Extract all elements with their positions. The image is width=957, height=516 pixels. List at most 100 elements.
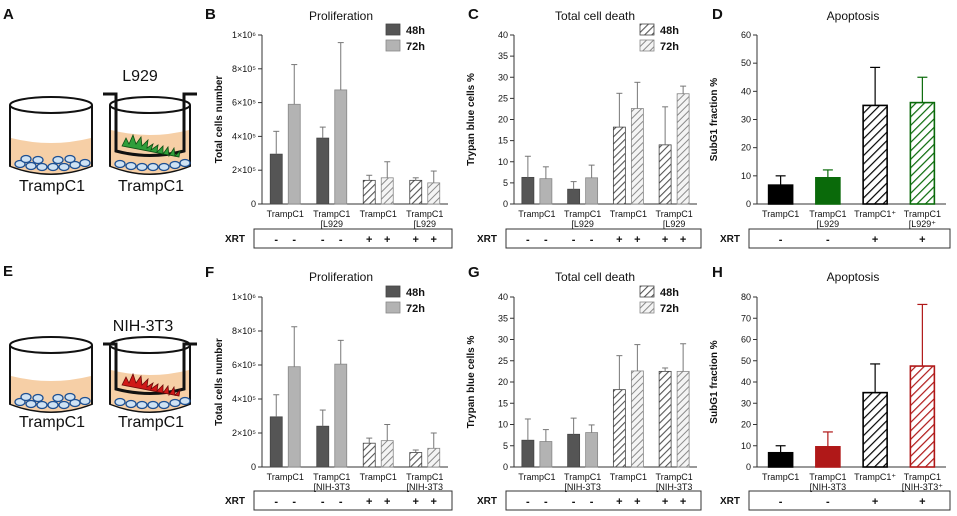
xrt-sign: + xyxy=(662,234,668,246)
y-tick-label: 4×10⁵ xyxy=(232,394,256,404)
legend-label-72h: 72h xyxy=(406,41,425,53)
y-tick-label: 1×10⁶ xyxy=(232,30,256,40)
bar-72h-1 xyxy=(539,178,553,205)
xrt-sign: - xyxy=(826,496,830,508)
xrt-label: XRT xyxy=(225,234,245,245)
transwell-insert-e xyxy=(103,342,197,395)
bar-48h-1 xyxy=(269,153,283,205)
category-label: TrampC1 xyxy=(762,472,799,482)
well-label-a-right: TrampC1 xyxy=(118,178,184,195)
xrt-sign: - xyxy=(544,496,548,508)
y-tick-label: 20 xyxy=(498,377,508,387)
category-label: TrampC1 xyxy=(564,472,601,482)
bar-48h-1 xyxy=(269,416,283,468)
y-tick-label: 40 xyxy=(498,30,508,40)
legend-swatch-48h xyxy=(385,23,401,36)
category-label-line2: [L929 xyxy=(320,219,343,229)
y-tick-label: 0 xyxy=(251,462,256,472)
xrt-sign: - xyxy=(321,496,325,508)
y-tick-label: 0 xyxy=(746,462,751,472)
xrt-row xyxy=(505,228,702,249)
y-tick-label: 6×10⁵ xyxy=(232,98,256,108)
xrt-sign: - xyxy=(526,234,530,246)
bar-3 xyxy=(862,104,888,205)
bar-72h-2 xyxy=(334,89,348,205)
panel-letter-g: G xyxy=(468,264,480,281)
bar-72h-4 xyxy=(676,93,690,205)
panel-letter-h: H xyxy=(712,264,723,281)
bar-48h-3 xyxy=(612,126,626,205)
bar-48h-4 xyxy=(658,370,672,468)
category-label-line2: [L929⁺ xyxy=(909,219,937,229)
insert-label-a: L929 xyxy=(122,68,158,85)
category-label: TrampC1 xyxy=(610,209,647,219)
y-tick-label: 10 xyxy=(741,171,751,181)
category-label: TrampC1 xyxy=(809,472,846,482)
legend-label-48h: 48h xyxy=(660,287,679,299)
bar-2 xyxy=(815,177,841,205)
xrt-sign: + xyxy=(680,234,686,246)
xrt-sign: + xyxy=(919,234,925,246)
y-tick-label: 20 xyxy=(741,143,751,153)
category-label-line2: [NIH-3T3 xyxy=(656,482,693,492)
category-label-line2: [NIH-3T3 xyxy=(564,482,601,492)
chart-c: C Total cell death 0 5 10 15 20 25 30 35 40 Trypan … xyxy=(466,6,702,249)
bar-72h-3 xyxy=(380,440,394,468)
category-label: TrampC1 xyxy=(656,472,693,482)
left-well-a xyxy=(9,96,93,175)
xrt-sign: - xyxy=(544,234,548,246)
xrt-sign: - xyxy=(590,496,594,508)
xrt-sign: + xyxy=(616,496,622,508)
xrt-sign: + xyxy=(680,496,686,508)
y-tick-label: 1×10⁶ xyxy=(232,292,256,302)
xrt-sign: - xyxy=(826,234,830,246)
category-label: TrampC1 xyxy=(518,472,555,482)
panel-letter-f: F xyxy=(205,264,214,281)
y-axis-label: SubG1 fraction % xyxy=(709,78,720,161)
xrt-sign: + xyxy=(872,234,878,246)
y-tick-label: 80 xyxy=(741,292,751,302)
bar-72h-2 xyxy=(334,363,348,468)
panel-letter-e: E xyxy=(3,263,13,280)
category-label: TrampC1 xyxy=(564,209,601,219)
bar-1 xyxy=(767,451,794,468)
bar-72h-2 xyxy=(585,432,599,468)
chart-b: B Proliferation 0 2×10⁵ 4×10⁵ 6×10⁵ 8×10⁵ 1×10⁶… xyxy=(205,6,453,249)
xrt-sign: + xyxy=(662,496,668,508)
category-label-line2: [NIH-3T3 xyxy=(313,482,350,492)
bar-48h-3 xyxy=(612,389,626,468)
y-tick-label: 2×10⁵ xyxy=(232,165,256,175)
y-axis-label: Trypan blue cells % xyxy=(466,73,477,166)
bar-48h-4 xyxy=(409,179,423,205)
y-axis-label: SubG1 fraction % xyxy=(709,340,720,423)
category-label-line2: [NIH-3T3 xyxy=(810,482,847,492)
chart-h: H Apoptosis 0 10 20 30 40 50 60 70 80 SubG1 fractio… xyxy=(709,264,951,511)
panel-letter-a: A xyxy=(3,6,14,23)
y-tick-label: 5 xyxy=(503,178,508,188)
category-label: TrampC1 xyxy=(313,472,350,482)
xrt-sign: + xyxy=(634,234,640,246)
y-tick-label: 0 xyxy=(251,199,256,209)
xrt-sign: - xyxy=(321,234,325,246)
bar-4 xyxy=(909,101,936,205)
y-tick-label: 10 xyxy=(498,157,508,167)
right-well-e xyxy=(103,336,197,413)
category-label: TrampC1 xyxy=(406,472,443,482)
xrt-sign: + xyxy=(366,234,372,246)
category-label-line2: [NIH-3T3 xyxy=(406,482,443,492)
xrt-sign: - xyxy=(526,496,530,508)
bar-72h-3 xyxy=(630,370,644,468)
category-label: TrampC1⁺ xyxy=(854,472,896,482)
legend-swatch-48h xyxy=(639,23,655,36)
bar-3 xyxy=(862,391,888,468)
legend-swatch-72h xyxy=(639,301,655,314)
xrt-sign: - xyxy=(779,496,783,508)
y-tick-label: 60 xyxy=(741,335,751,345)
category-label-line2: [L929 xyxy=(413,219,436,229)
insert-label-e: NIH-3T3 xyxy=(113,318,174,335)
y-tick-label: 6×10⁵ xyxy=(232,360,256,370)
y-tick-label: 60 xyxy=(741,30,751,40)
y-tick-label: 15 xyxy=(498,398,508,408)
well-label-e-left: TrampC1 xyxy=(19,414,85,431)
